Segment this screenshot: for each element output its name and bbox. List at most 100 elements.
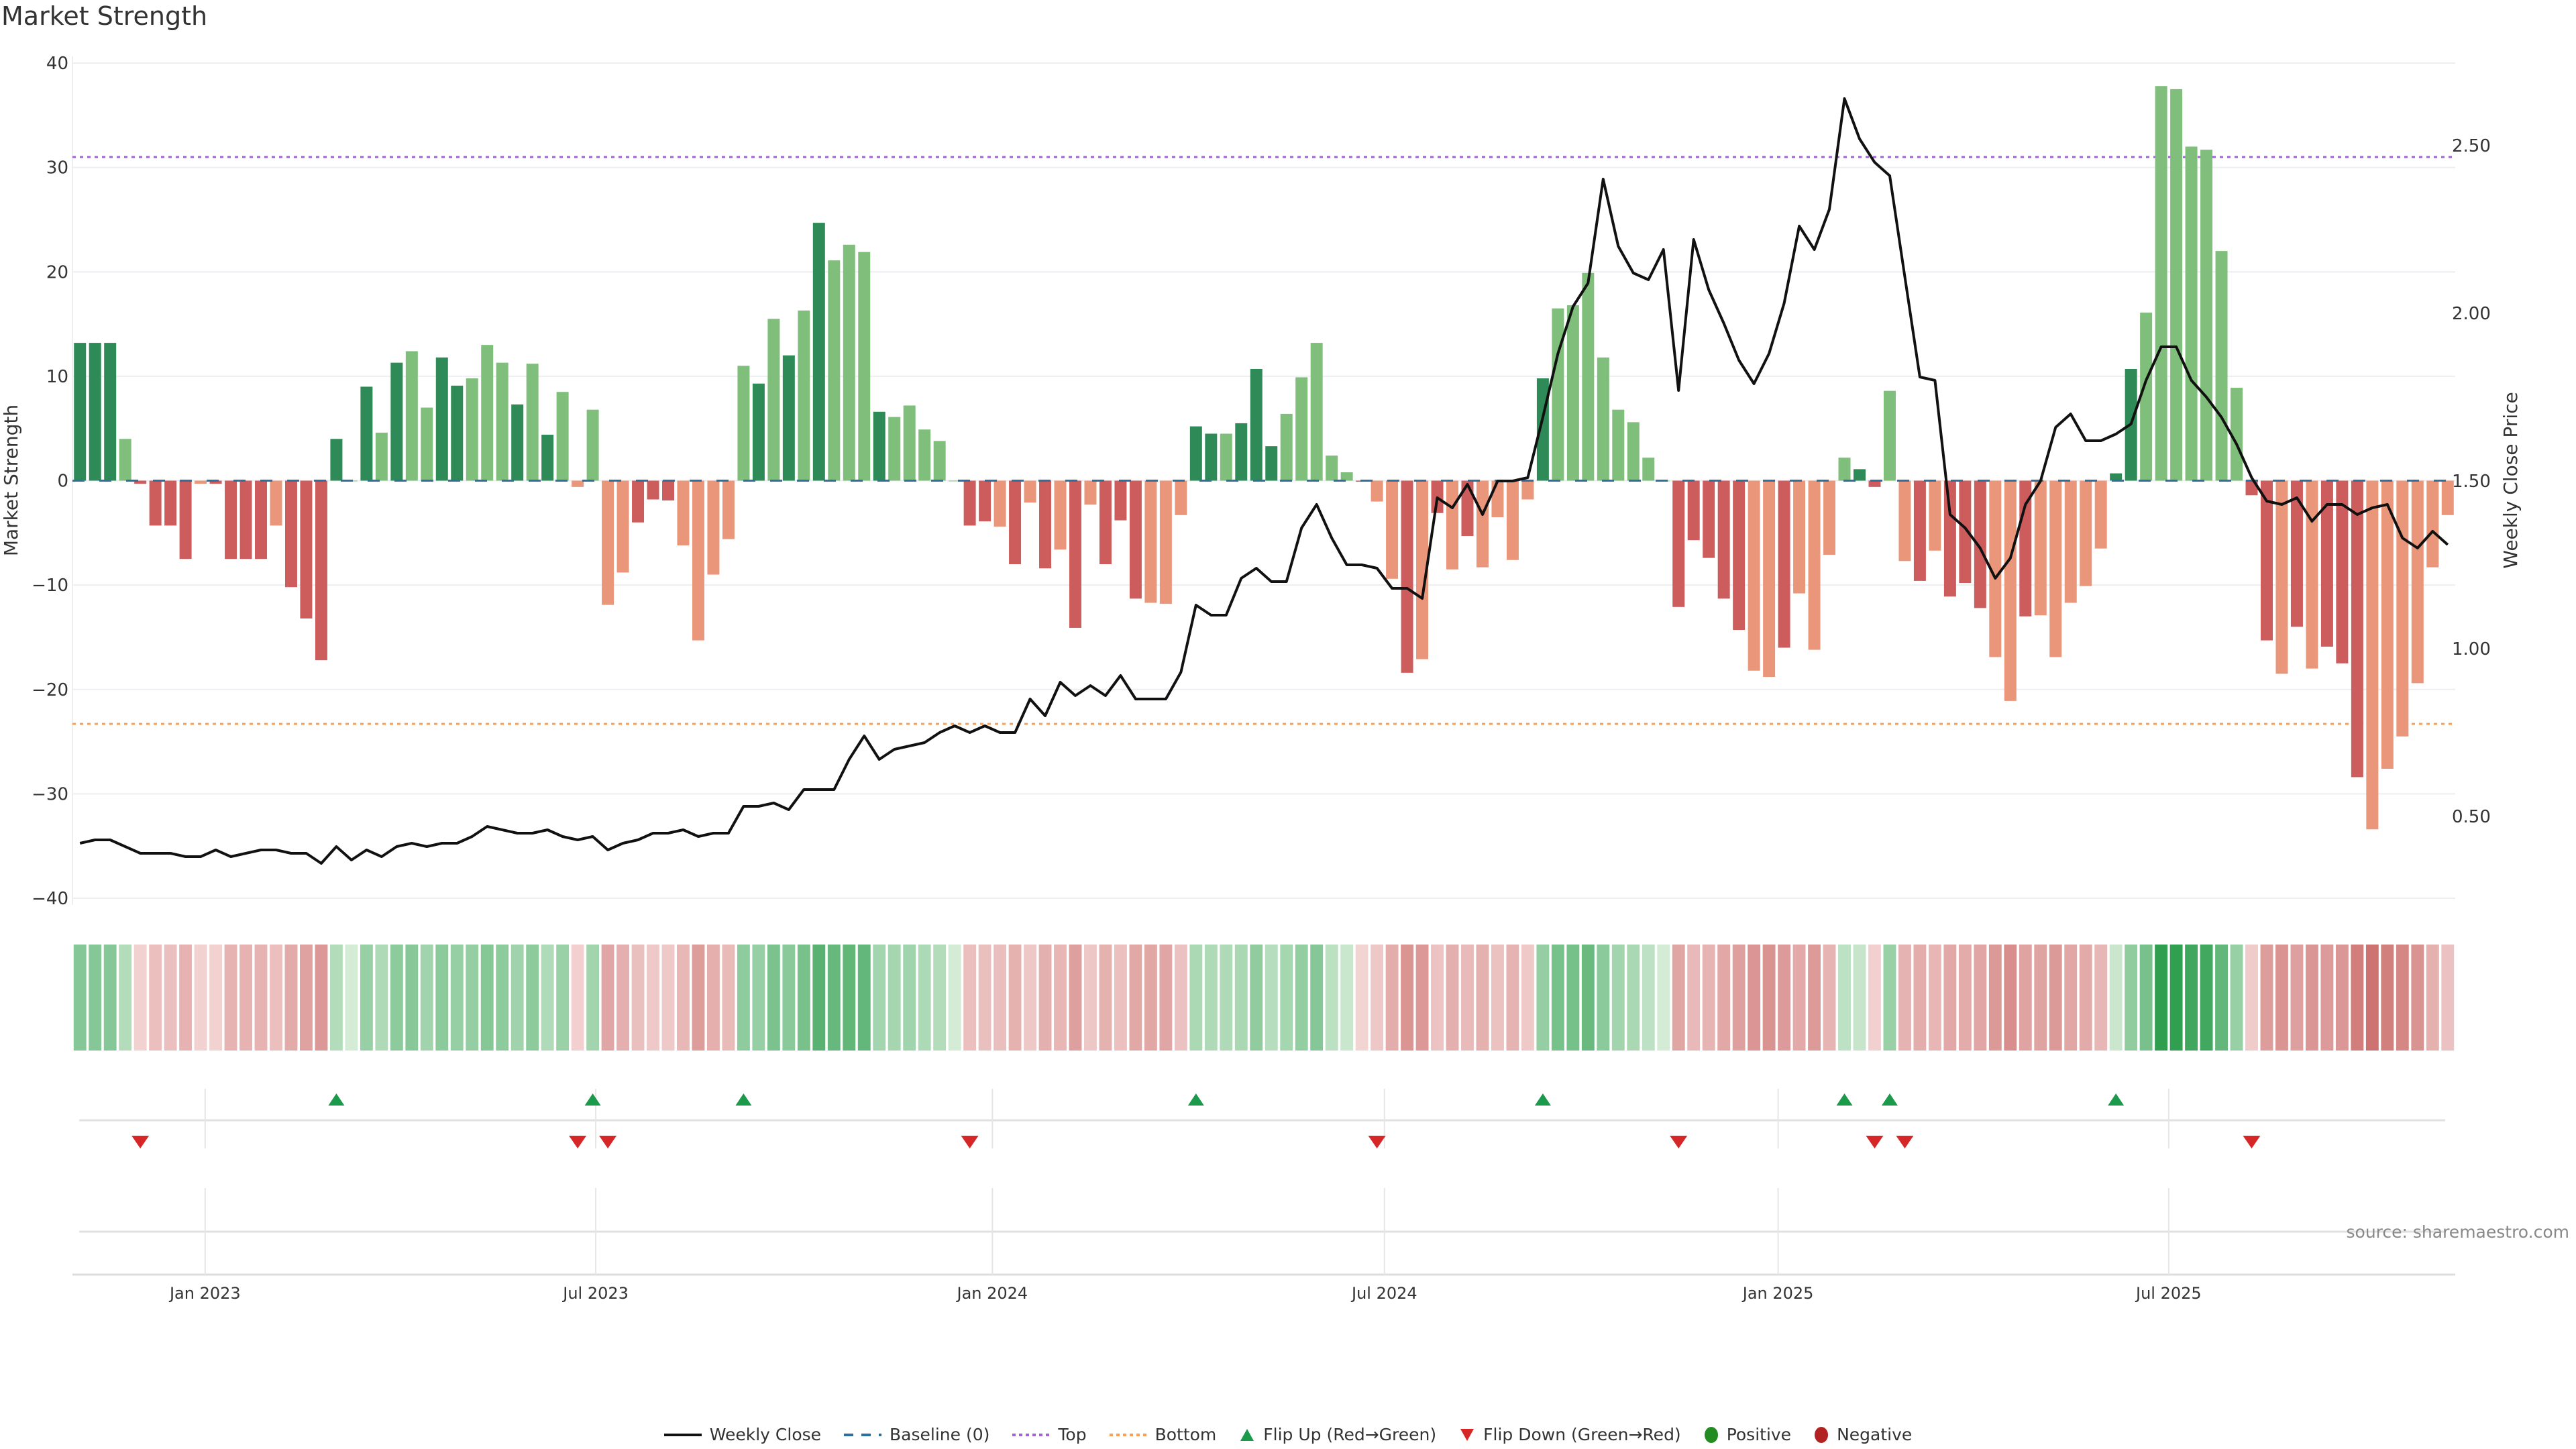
strength-heat-cell xyxy=(1295,945,1308,1051)
strength-heat-cell xyxy=(1687,945,1701,1051)
strength-heat-cell xyxy=(752,945,765,1051)
strength-heat-cell xyxy=(450,945,464,1051)
strength-bar xyxy=(1763,480,1776,678)
strength-bar xyxy=(1295,377,1308,481)
flip-down-marker xyxy=(569,1136,587,1148)
strength-bar xyxy=(2004,480,2017,701)
strength-bar xyxy=(1838,458,1851,481)
strength-bar xyxy=(1491,480,1504,517)
strength-heat-cell xyxy=(2396,945,2409,1051)
strength-heat-cell xyxy=(1732,945,1746,1051)
legend-label: Negative xyxy=(1837,1425,1913,1444)
strength-bar xyxy=(677,480,690,545)
strength-bar xyxy=(1672,480,1685,607)
flip-down-marker xyxy=(1368,1136,1386,1148)
strength-bar xyxy=(2275,480,2288,674)
strength-bar xyxy=(1733,480,1746,631)
x-tick-label: Jan 2025 xyxy=(1741,1284,1814,1303)
circle-icon xyxy=(1704,1426,1719,1444)
strength-bar xyxy=(451,385,464,481)
strength-heat-cell xyxy=(1627,945,1640,1051)
strength-heat-cell xyxy=(2094,945,2108,1051)
strength-bar xyxy=(1401,480,1413,673)
strength-bar xyxy=(933,441,946,481)
y-tick-label: 30 xyxy=(46,158,68,178)
strength-heat-cell xyxy=(1597,945,1610,1051)
strength-heat-cell xyxy=(1642,945,1655,1051)
strength-heat-cell xyxy=(1928,945,1941,1051)
strength-bar xyxy=(2064,480,2077,603)
strength-heat-cell xyxy=(119,945,132,1051)
strength-bar xyxy=(1748,480,1760,671)
strength-heat-cell xyxy=(375,945,388,1051)
strength-bar xyxy=(2336,480,2349,663)
strength-heat-cell xyxy=(2426,945,2439,1051)
flip-up-marker xyxy=(1534,1093,1551,1106)
strength-bar xyxy=(481,345,494,481)
strength-bar xyxy=(798,310,810,481)
strength-heat-cell xyxy=(722,945,735,1051)
strength-heat-cell xyxy=(767,945,780,1051)
dotted-line-icon xyxy=(1109,1428,1147,1442)
strength-bar xyxy=(255,480,268,559)
strength-heat-cell xyxy=(1129,945,1142,1051)
strength-bar xyxy=(2441,480,2454,515)
strength-bar xyxy=(1929,480,1941,551)
strength-heat-cell xyxy=(2004,945,2017,1051)
legend-label: Bottom xyxy=(1155,1425,1217,1444)
strength-heat-cell xyxy=(1808,945,1821,1051)
dotted-line-icon xyxy=(1012,1428,1051,1442)
strength-bar xyxy=(1913,480,1926,581)
strength-heat-cell xyxy=(1823,945,1836,1051)
flip-down-marker xyxy=(131,1136,150,1148)
strength-bar xyxy=(949,480,961,482)
strength-heat-cell xyxy=(978,945,991,1051)
strength-heat-cell xyxy=(1220,945,1233,1051)
strength-bar xyxy=(284,480,297,588)
strength-bar xyxy=(662,480,674,501)
strength-bar xyxy=(2290,480,2303,627)
strength-heat-cell xyxy=(89,945,102,1051)
strength-bar xyxy=(752,383,765,481)
strength-bar xyxy=(360,386,373,481)
strength-bar xyxy=(209,480,222,484)
strength-bar xyxy=(119,439,131,481)
strength-heat-cell xyxy=(903,945,916,1051)
strength-bar xyxy=(994,480,1006,527)
y2-tick-label: 2.00 xyxy=(2452,304,2491,324)
legend-label: Flip Down (Green→Red) xyxy=(1483,1425,1681,1444)
strength-heat-cell xyxy=(1008,945,1022,1051)
x-tick-label: Jul 2023 xyxy=(561,1284,629,1303)
strength-bar xyxy=(782,355,795,481)
flip-down-marker xyxy=(961,1136,979,1148)
strength-bar xyxy=(2351,480,2363,777)
strength-heat-cell xyxy=(2034,945,2047,1051)
strength-heat-cell xyxy=(948,945,961,1051)
strength-heat-cell xyxy=(1521,945,1534,1051)
strength-bar xyxy=(315,480,327,661)
strength-bar xyxy=(2366,480,2379,830)
strength-bar xyxy=(1235,423,1248,481)
strength-bar xyxy=(647,480,659,500)
strength-bar xyxy=(767,319,780,481)
strength-bar xyxy=(2306,480,2318,669)
strength-bar xyxy=(2185,146,2198,481)
strength-heat-cell xyxy=(2215,945,2228,1051)
y-tick-label: −10 xyxy=(32,576,68,596)
strength-heat-cell xyxy=(1054,945,1067,1051)
strength-heat-cell xyxy=(1657,945,1670,1051)
y-tick-label: −40 xyxy=(32,889,68,909)
strength-heat-cell xyxy=(692,945,705,1051)
strength-bar xyxy=(1054,480,1067,550)
strength-heat-cell xyxy=(677,945,690,1051)
strength-heat-cell xyxy=(1144,945,1157,1051)
y-tick-label: 10 xyxy=(46,367,68,387)
strength-bar xyxy=(918,429,931,481)
strength-bar xyxy=(903,405,916,481)
strength-heat-cell xyxy=(315,945,328,1051)
strength-heat-cell xyxy=(782,945,796,1051)
strength-heat-cell xyxy=(994,945,1007,1051)
strength-bar xyxy=(405,351,418,481)
strength-heat-cell xyxy=(1913,945,1927,1051)
